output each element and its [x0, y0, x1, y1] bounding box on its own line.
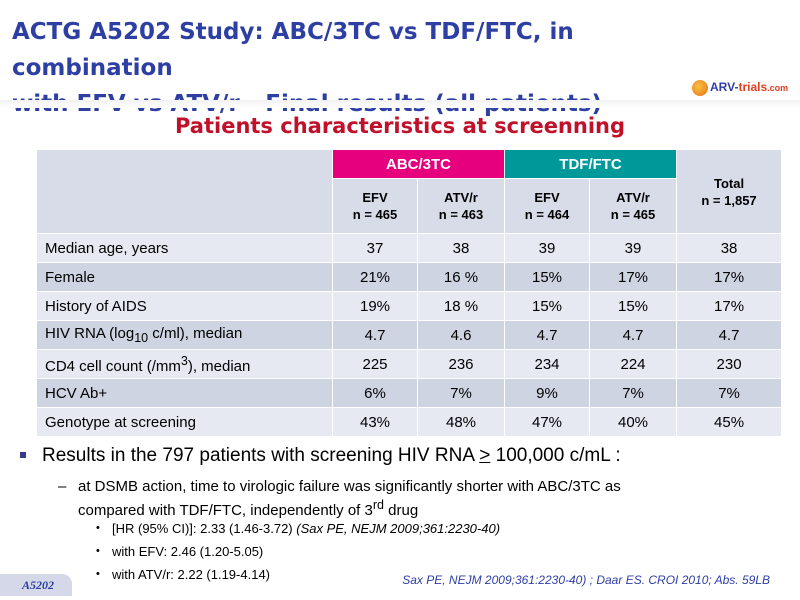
table-cell: 225: [332, 349, 418, 379]
row-label: Median age, years: [36, 233, 333, 263]
section-subtitle: Patients characteristics at screenning: [174, 114, 626, 138]
bullet-level-1: Results in the 797 patients with screeni…: [42, 445, 621, 466]
header-abc-atvr: ATV/r n = 463: [416, 178, 506, 234]
bullet-level-3: with EFV: 2.46 (1.20-5.05): [112, 544, 264, 559]
header-abc-3tc: ABC/3TC: [331, 149, 506, 179]
row-label: CD4 cell count (/mm3), median: [36, 349, 333, 379]
table-cell: 7%: [589, 378, 678, 408]
table-cell: 18 %: [416, 291, 506, 321]
table-cell: 39: [504, 233, 591, 263]
table-row: Genotype at screening 43% 48% 47% 40% 45…: [36, 407, 783, 437]
table-cell: 224: [589, 349, 678, 379]
table-cell: 236: [416, 349, 506, 379]
characteristics-table: ABC/3TC TDF/FTC Total n = 1,857 EFV n = 4…: [36, 149, 783, 437]
table-cell: 4.7: [589, 320, 678, 350]
table-cell: 4.7: [332, 320, 418, 350]
table-cell: 19%: [332, 291, 418, 321]
table-cell: 15%: [504, 262, 591, 292]
header-abc-efv: EFV n = 465: [332, 178, 418, 234]
table-cell: 9%: [504, 378, 591, 408]
table-row: HCV Ab+ 6% 7% 9% 7% 7%: [36, 378, 783, 408]
table-cell: 4.6: [416, 320, 506, 350]
logo-text: ARV-trials.com: [710, 80, 789, 94]
table-cell: 39: [589, 233, 678, 263]
square-bullet-icon: [20, 452, 26, 458]
table-cell: 45%: [676, 407, 783, 437]
table-cell: 7%: [676, 378, 783, 408]
header-total: Total n = 1,857: [676, 149, 783, 234]
table-cell: 38: [416, 233, 506, 263]
bullet-level-2: at DSMB action, time to virologic failur…: [78, 478, 621, 519]
dot-bullet-icon: •: [96, 545, 100, 557]
title-line-1: ACTG A5202 Study: ABC/3TC vs TDF/FTC, in…: [12, 19, 574, 81]
table-cell: 38: [676, 233, 783, 263]
dot-bullet-icon: •: [96, 522, 100, 534]
table-cell: 40%: [589, 407, 678, 437]
table-cell: 21%: [332, 262, 418, 292]
logo-circle-icon: [692, 80, 708, 96]
table-cell: 17%: [589, 262, 678, 292]
bullet-level-3: [HR (95% CI)]: 2.33 (1.46-3.72) (Sax PE,…: [112, 521, 501, 536]
table-cell: 17%: [676, 291, 783, 321]
table-cell: 7%: [416, 378, 506, 408]
table-cell: 4.7: [504, 320, 591, 350]
row-label: Genotype at screening: [36, 407, 333, 437]
table-cell: 6%: [332, 378, 418, 408]
header-divider: [0, 100, 800, 108]
table-cell: 43%: [332, 407, 418, 437]
header-tdf-efv: EFV n = 464: [504, 178, 591, 234]
row-label: Female: [36, 262, 333, 292]
table-cell: 16 %: [416, 262, 506, 292]
table-cell: 234: [504, 349, 591, 379]
header-blank-cell: [36, 149, 333, 234]
row-label: History of AIDS: [36, 291, 333, 321]
table-cell: 15%: [504, 291, 591, 321]
row-label: HCV Ab+: [36, 378, 333, 408]
table-cell: 4.7: [676, 320, 783, 350]
table-cell: 47%: [504, 407, 591, 437]
table-cell: 17%: [676, 262, 783, 292]
row-label: HIV RNA (log10 c/ml), median: [36, 320, 333, 350]
table-row: Female 21% 16 % 15% 17% 17%: [36, 262, 783, 292]
bullet-level-3: with ATV/r: 2.22 (1.19-4.14): [112, 567, 270, 582]
reference-citation: Sax PE, NEJM 2009;361:2230-40) ; Daar ES…: [402, 573, 770, 587]
study-tag: A5202: [0, 574, 72, 596]
table-cell: 15%: [589, 291, 678, 321]
table-cell: 48%: [416, 407, 506, 437]
table-row: History of AIDS 19% 18 % 15% 15% 17%: [36, 291, 783, 321]
header-tdf-ftc: TDF/FTC: [504, 149, 678, 179]
arv-trials-logo: ARV-trials.com: [692, 78, 792, 98]
table-row: HIV RNA (log10 c/ml), median 4.7 4.6 4.7…: [36, 320, 783, 350]
header-tdf-atvr: ATV/r n = 465: [589, 178, 678, 234]
table-cell: 230: [676, 349, 783, 379]
table-cell: 37: [332, 233, 418, 263]
dot-bullet-icon: •: [96, 568, 100, 580]
table-row: CD4 cell count (/mm3), median 225 236 23…: [36, 349, 783, 379]
dash-bullet-icon: –: [58, 478, 67, 495]
table-row: Median age, years 37 38 39 39 38: [36, 233, 783, 263]
